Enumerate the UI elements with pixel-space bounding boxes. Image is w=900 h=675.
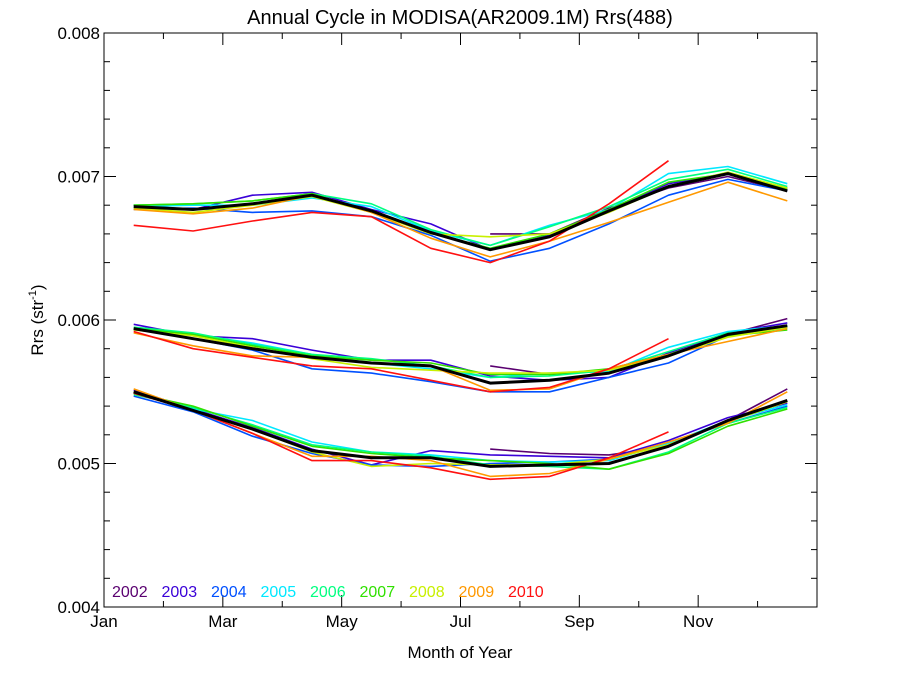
- series-2002-line-high: [490, 175, 788, 235]
- series-2002-line-mid: [490, 317, 788, 376]
- x-tick-label: Mar: [208, 612, 238, 631]
- chart-title: Annual Cycle in MODISA(AR2009.1M) Rrs(48…: [247, 7, 673, 29]
- y-tick-label: 0.004: [57, 598, 100, 617]
- series-2008-line-low: [133, 391, 788, 468]
- x-tick-label: May: [326, 612, 359, 631]
- climatology-line-low: [133, 390, 788, 468]
- y-axis-title-close: ): [28, 284, 47, 290]
- plot-frame: [103, 32, 818, 608]
- y-tick-label: 0.005: [57, 455, 100, 474]
- series-2010-line-low: [133, 392, 669, 481]
- legend-item-2009: 2009: [459, 584, 495, 601]
- legend-item-2007: 2007: [360, 584, 396, 601]
- y-tick-label: 0.007: [57, 168, 100, 187]
- climatology-line-high: [133, 172, 788, 252]
- legend-item-2002: 2002: [112, 584, 148, 601]
- series-2004-line-low: [133, 395, 788, 468]
- legend-item-2008: 2008: [409, 584, 445, 601]
- y-axis-title: Rrs (str-1): [27, 284, 47, 355]
- legend-item-2010: 2010: [508, 584, 544, 601]
- series-2004-line-high: [133, 178, 788, 263]
- series-2007-line-low: [133, 392, 788, 471]
- y-axis-ticks: 0.004 0.005 0.006 0.007 0.008: [57, 24, 817, 617]
- x-tick-label: Sep: [564, 612, 594, 631]
- legend-item-2003: 2003: [162, 584, 198, 601]
- legend-item-2005: 2005: [261, 584, 297, 601]
- y-tick-label: 0.008: [57, 24, 100, 43]
- y-axis-title-main: Rrs (str: [28, 300, 47, 356]
- x-tick-label: Jul: [450, 612, 472, 631]
- series-2009-line-high: [133, 181, 788, 258]
- legend-item-2006: 2006: [310, 584, 346, 601]
- y-tick-label: 0.006: [57, 311, 100, 330]
- plot-lines: [133, 160, 788, 481]
- y-axis-title-superscript: -1: [27, 290, 39, 300]
- series-2005-line-mid: [133, 324, 788, 379]
- x-tick-label: Jan: [90, 612, 117, 631]
- x-tick-label: Nov: [683, 612, 714, 631]
- legend: 2002 2003 2004 2005 2006 2007 2008 2009 2010: [112, 584, 544, 601]
- x-axis-title: Month of Year: [408, 643, 513, 662]
- legend-item-2004: 2004: [211, 584, 247, 601]
- x-axis-ticks: Jan Mar May Jul Sep Nov: [90, 33, 818, 631]
- climatology-line-mid: [133, 324, 788, 385]
